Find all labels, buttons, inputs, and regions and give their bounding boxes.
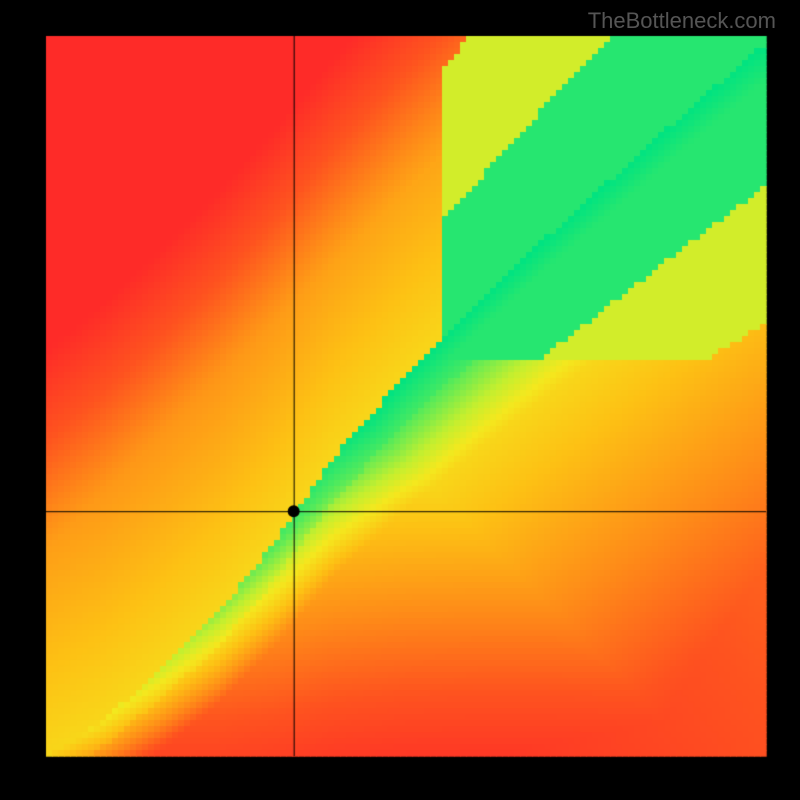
watermark-text: TheBottleneck.com [588, 8, 776, 34]
bottleneck-heatmap [0, 0, 800, 800]
chart-container: { "watermark": { "text": "TheBottleneck.… [0, 0, 800, 800]
